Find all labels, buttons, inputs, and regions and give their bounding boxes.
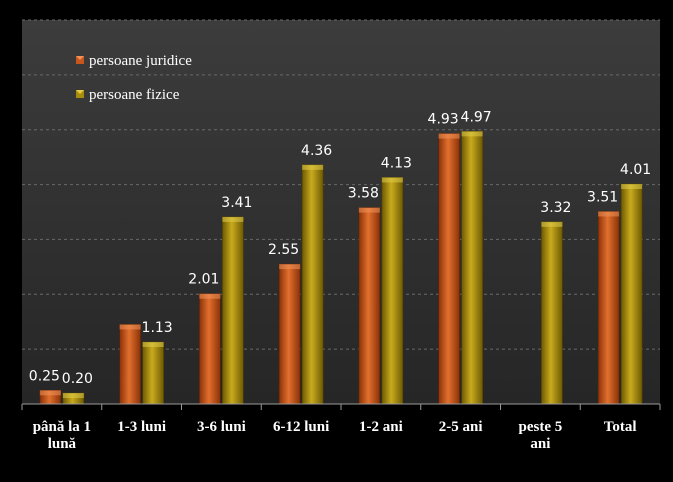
value-label: 2.01 [188, 272, 219, 288]
bar-persoane-fizice [381, 177, 404, 405]
value-label: 3.32 [540, 200, 571, 216]
gridlines [22, 19, 660, 350]
value-label: 3.41 [221, 195, 252, 211]
value-label: 2.55 [268, 242, 299, 258]
category-label: 6-12 luni [273, 419, 329, 435]
bar-persoane-juridice [597, 211, 620, 405]
category-label: Total [604, 419, 637, 435]
bar-persoane-juridice [438, 133, 460, 405]
bar-persoane-fizice [461, 131, 483, 405]
category-label: 1-2 ani [359, 419, 403, 435]
bar-persoane-fizice [301, 164, 324, 405]
category-label: 3-6 luni [197, 419, 246, 435]
legend-swatch-bevel [76, 90, 84, 94]
bar-highlight [199, 293, 221, 299]
category-label: lună [48, 436, 77, 452]
bars [39, 131, 643, 405]
value-label: 4.93 [428, 112, 459, 128]
category-label: până la 1 [33, 419, 91, 435]
legend-swatch-bevel [76, 56, 84, 60]
bar-highlight [142, 342, 164, 348]
bar-highlight [39, 390, 61, 396]
legend: persoane juridice persoane fizice [76, 53, 192, 103]
bar-highlight [62, 393, 84, 399]
category-label: peste 5 [519, 419, 563, 435]
value-label: 3.58 [348, 186, 379, 202]
bar-highlight [541, 221, 563, 227]
value-label: 0.20 [62, 371, 93, 387]
bar-highlight [598, 211, 620, 217]
bar-persoane-juridice [119, 324, 141, 405]
legend-label: persoane fizice [89, 87, 180, 103]
bar-persoane-fizice [620, 183, 643, 405]
bar-highlight [302, 164, 324, 170]
x-axis-ticks [21, 404, 661, 410]
value-label: 4.01 [620, 162, 651, 178]
value-label: 0.25 [29, 368, 60, 384]
bar-highlight [381, 177, 403, 183]
category-label: ani [530, 436, 550, 452]
bar-persoane-juridice [358, 207, 381, 405]
category-label: 2-5 ani [439, 419, 483, 435]
bar-persoane-fizice [541, 221, 563, 405]
value-label: 4.13 [381, 155, 412, 171]
bar-persoane-juridice [199, 293, 221, 405]
bar-highlight [358, 207, 380, 213]
legend-label: persoane juridice [89, 53, 192, 69]
bar-highlight [438, 133, 460, 139]
value-labels: 0.25 0.20 1.13 2.01 3.41 2.55 4.36 3.584.13 4.93… [29, 109, 651, 387]
bar-persoane-fizice [142, 341, 164, 405]
bar-persoane-juridice [278, 263, 301, 405]
bar-chart: 0.25 0.20 1.13 2.01 3.41 2.55 4.36 3.584.13 4.93… [21, 19, 661, 452]
category-label: 1-3 luni [117, 419, 166, 435]
bar-highlight [119, 324, 141, 330]
bar-persoane-fizice [222, 216, 244, 405]
value-label: 3.51 [587, 189, 618, 205]
bar-highlight [222, 216, 244, 222]
bar-highlight [279, 264, 301, 270]
bar-highlight [621, 184, 643, 190]
value-label: 4.36 [301, 143, 332, 159]
value-label: 1.13 [142, 320, 173, 336]
bar-highlight [461, 131, 483, 137]
value-label: 4.97 [461, 109, 492, 125]
